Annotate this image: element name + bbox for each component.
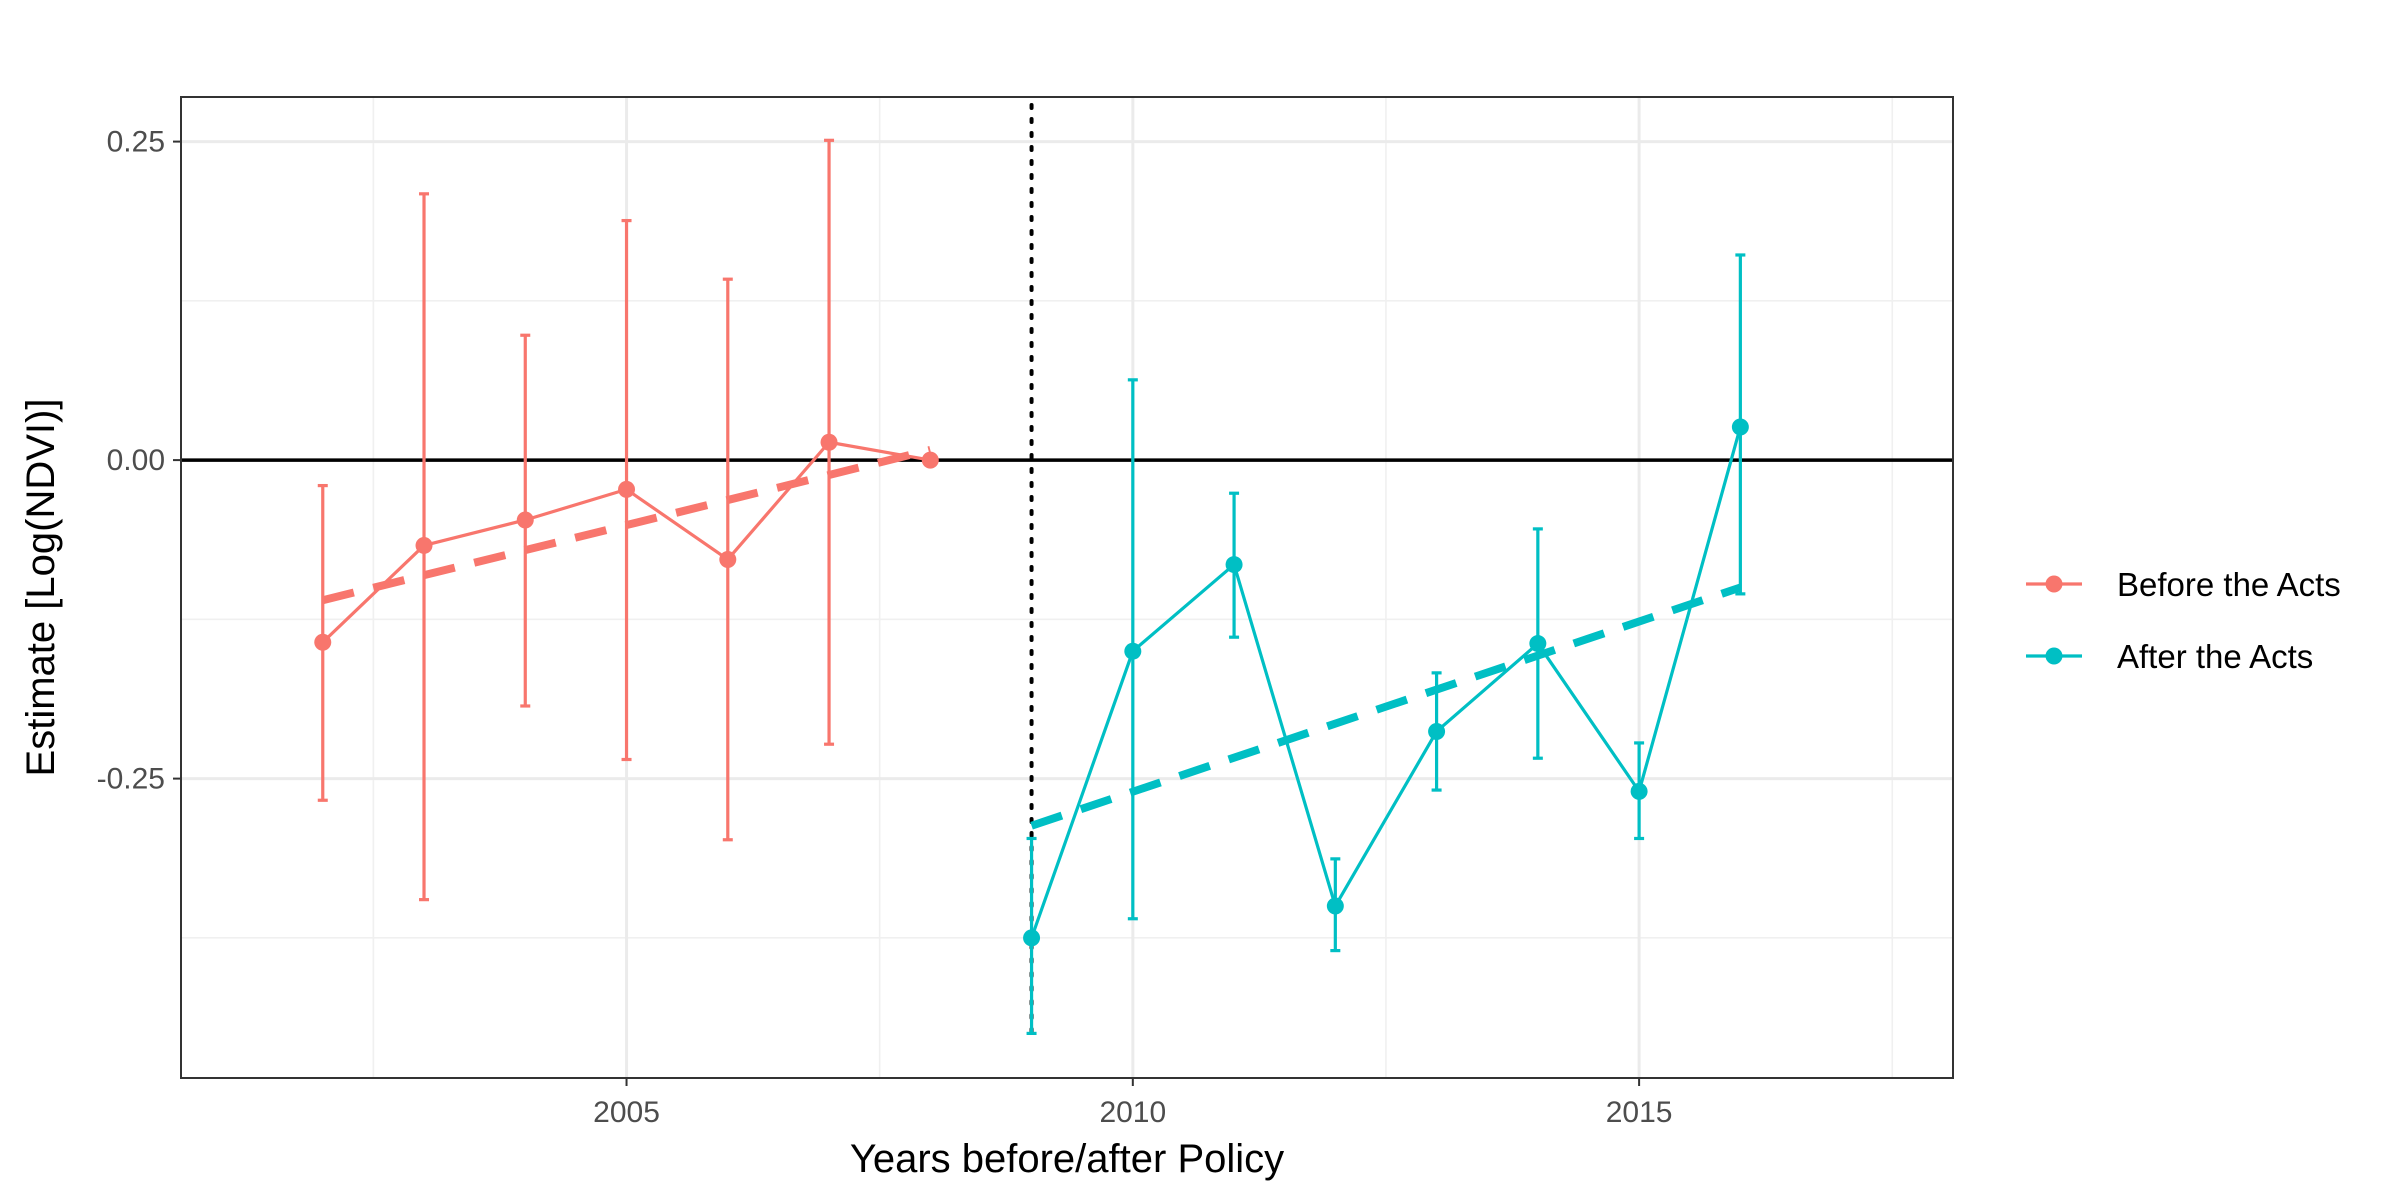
- x-tick-label: 2015: [1606, 1096, 1673, 1129]
- data-point: [618, 480, 636, 498]
- data-point: [314, 633, 332, 651]
- data-point: [415, 536, 433, 554]
- data-point: [820, 433, 838, 451]
- x-axis: 2005 2010 2015: [593, 1078, 1672, 1129]
- trend-line: [1030, 583, 1742, 830]
- y-axis-title: Estimate [Log(NDVI)]: [19, 399, 63, 777]
- y-tick-label: 0.25: [107, 126, 165, 159]
- series-line: [1030, 426, 1742, 939]
- data-point: [719, 550, 737, 568]
- data-point: [1225, 556, 1243, 574]
- plot-panel-border: [180, 96, 1954, 1079]
- data-point: [1124, 642, 1142, 660]
- plot-panel: [181, 97, 1953, 1078]
- data-point: [1529, 635, 1547, 653]
- y-axis: 0.25 0.00 -0.25: [97, 126, 181, 796]
- data-point: [1326, 897, 1344, 915]
- series-layer: [314, 138, 1749, 1036]
- legend-item: After the Acts: [2026, 638, 2313, 675]
- data-point: [1630, 782, 1648, 800]
- data-point: [921, 451, 939, 469]
- x-axis-title: Years before/after Policy: [850, 1137, 1284, 1181]
- x-tick-label: 2010: [1099, 1096, 1166, 1129]
- legend-item: Before the Acts: [2026, 566, 2341, 603]
- legend: Before the Acts After the Acts: [2026, 566, 2341, 675]
- data-point: [1023, 929, 1041, 947]
- legend-label: After the Acts: [2117, 638, 2313, 675]
- data-point: [1428, 722, 1446, 740]
- y-tick-label: -0.25: [97, 763, 165, 796]
- x-tick-label: 2005: [593, 1096, 660, 1129]
- data-point: [1731, 418, 1749, 436]
- data-point: [516, 511, 534, 529]
- legend-key-point: [2045, 575, 2063, 593]
- series-1: [314, 138, 939, 902]
- legend-key-point: [2045, 647, 2063, 665]
- series-2: [1023, 253, 1749, 1036]
- y-tick-label: 0.00: [107, 444, 165, 477]
- legend-label: Before the Acts: [2117, 566, 2341, 603]
- minor-gridlines: [181, 97, 1953, 1078]
